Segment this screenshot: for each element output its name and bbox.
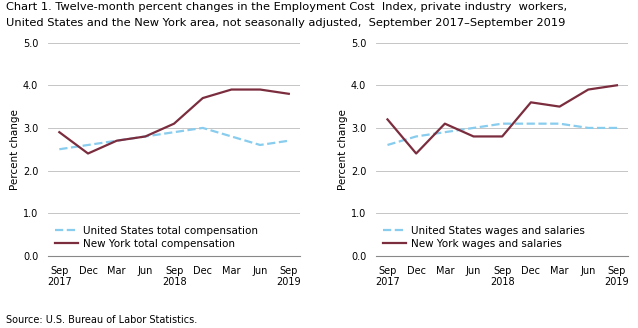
Text: United States and the New York area, not seasonally adjusted,  September 2017–Se: United States and the New York area, not… — [6, 18, 566, 28]
Legend: United States wages and salaries, New York wages and salaries: United States wages and salaries, New Yo… — [382, 224, 588, 251]
Y-axis label: Percent change: Percent change — [10, 109, 20, 190]
Y-axis label: Percent change: Percent change — [338, 109, 348, 190]
Text: Source: U.S. Bureau of Labor Statistics.: Source: U.S. Bureau of Labor Statistics. — [6, 315, 198, 325]
Text: Chart 1. Twelve-month percent changes in the Employment Cost  Index, private ind: Chart 1. Twelve-month percent changes in… — [6, 2, 568, 11]
Legend: United States total compensation, New York total compensation: United States total compensation, New Yo… — [53, 224, 260, 251]
